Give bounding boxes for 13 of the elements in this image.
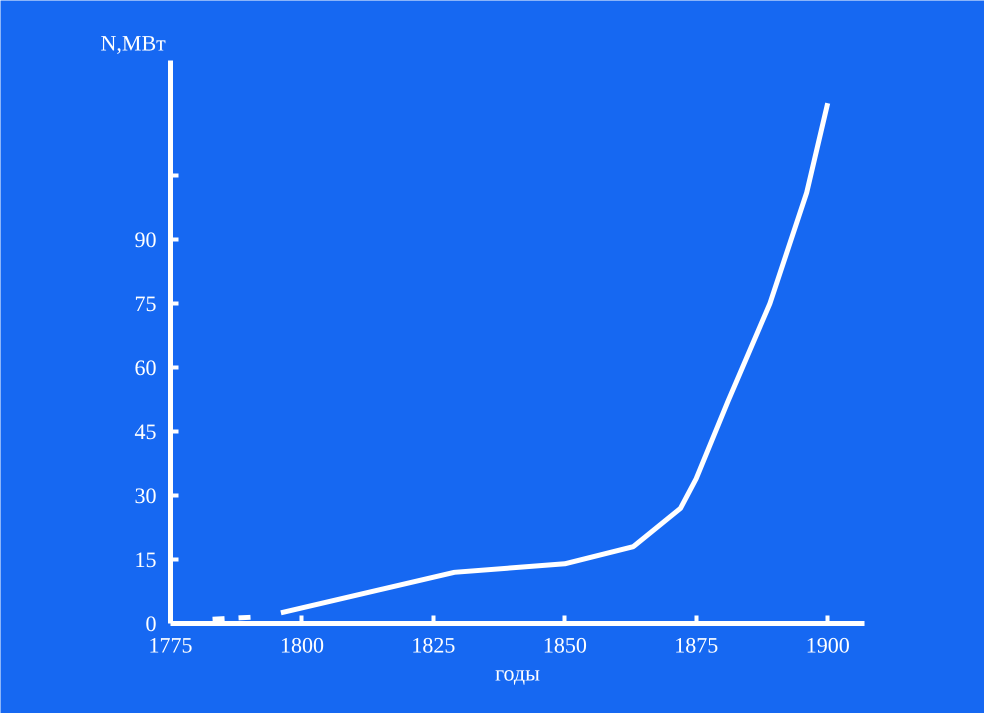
x-axis-title: годы xyxy=(495,660,540,686)
x-tick-label: 1875 xyxy=(674,632,718,658)
y-axis-title: N,MBт xyxy=(100,30,166,56)
y-tick-label: 15 xyxy=(134,547,156,572)
y-tick-label: 30 xyxy=(134,483,156,508)
y-tick-label: 45 xyxy=(134,419,156,444)
y-tick-label: 60 xyxy=(134,355,156,380)
x-tick-label: 1825 xyxy=(411,632,456,658)
x-tick-label: 1900 xyxy=(806,632,850,658)
x-tick-label: 1800 xyxy=(280,632,324,658)
y-tick-label: 90 xyxy=(134,227,156,252)
y-tick-label: 75 xyxy=(134,291,156,316)
x-tick-label: 1850 xyxy=(542,632,587,658)
